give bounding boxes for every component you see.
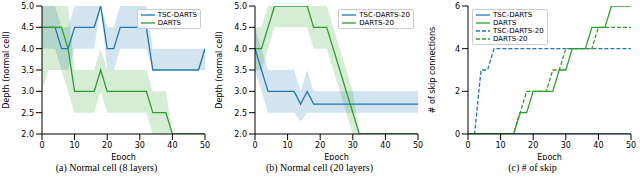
svg-text:Depth (normal cell): Depth (normal cell): [8, 31, 11, 109]
html-text:TSC-DARTS: TSC-DARTS: [157, 11, 197, 19]
html-text:TSC-DARTS: TSC-DARTS: [493, 11, 533, 19]
svg-text:# of skip connections: # of skip connections: [428, 27, 437, 113]
svg-text:4.0: 4.0: [21, 45, 34, 54]
svg-text:40: 40: [593, 141, 603, 150]
svg-text:6: 6: [455, 2, 460, 11]
html-text:DARTS: DARTS: [493, 19, 517, 27]
svg-text:2: 2: [455, 87, 460, 96]
svg-text:50: 50: [200, 141, 210, 150]
svg-text:4.5: 4.5: [21, 23, 34, 32]
svg-text:3.5: 3.5: [234, 66, 247, 75]
svg-text:30: 30: [348, 141, 358, 150]
svg-text:5.0: 5.0: [21, 2, 34, 11]
svg-text:5.0: 5.0: [234, 2, 247, 11]
svg-text:0: 0: [455, 130, 460, 139]
svg-text:0: 0: [39, 141, 44, 150]
html-text:TSC-DARTS-20: TSC-DARTS-20: [359, 11, 410, 19]
svg-text:3.0: 3.0: [21, 87, 34, 96]
html-text:DARTS-20: DARTS-20: [493, 35, 528, 43]
svg-text:0: 0: [252, 141, 257, 150]
svg-text:20: 20: [315, 141, 325, 150]
svg-text:30: 30: [561, 141, 571, 150]
svg-text:0: 0: [465, 141, 470, 150]
svg-text:40: 40: [167, 141, 177, 150]
svg-text:40: 40: [380, 141, 390, 150]
svg-text:Depth (normal cell): Depth (normal cell): [215, 31, 224, 109]
svg-text:50: 50: [626, 141, 632, 150]
svg-text:20: 20: [528, 141, 538, 150]
svg-text:Epoch: Epoch: [537, 153, 562, 160]
svg-text:10: 10: [283, 141, 293, 150]
svg-text:2.5: 2.5: [21, 109, 34, 118]
html-text:(b) Normal cell (20 layers): (b) Normal cell (20 layers): [265, 162, 374, 173]
html-text:TSC-DARTS-20: TSC-DARTS-20: [493, 27, 544, 35]
svg-text:10: 10: [70, 141, 80, 150]
svg-text:Epoch: Epoch: [324, 153, 349, 160]
svg-text:4: 4: [455, 45, 460, 54]
svg-text:Epoch: Epoch: [111, 153, 136, 160]
svg-text:4.0: 4.0: [234, 45, 247, 54]
svg-text:2.5: 2.5: [234, 109, 247, 118]
svg-text:50: 50: [413, 141, 423, 150]
html-text:(a) Normal cell (8 layers): (a) Normal cell (8 layers): [55, 162, 158, 173]
svg-text:2.0: 2.0: [21, 130, 34, 139]
svg-text:3.5: 3.5: [21, 66, 34, 75]
svg-text:3.0: 3.0: [234, 87, 247, 96]
html-text:(c) # of skip: (c) # of skip: [508, 162, 557, 173]
svg-text:4.5: 4.5: [234, 23, 247, 32]
html-text:DARTS: DARTS: [157, 19, 181, 27]
svg-text:30: 30: [135, 141, 145, 150]
html-text:DARTS-20: DARTS-20: [359, 19, 394, 27]
svg-text:2.0: 2.0: [234, 130, 247, 139]
svg-text:10: 10: [496, 141, 506, 150]
svg-text:20: 20: [102, 141, 112, 150]
